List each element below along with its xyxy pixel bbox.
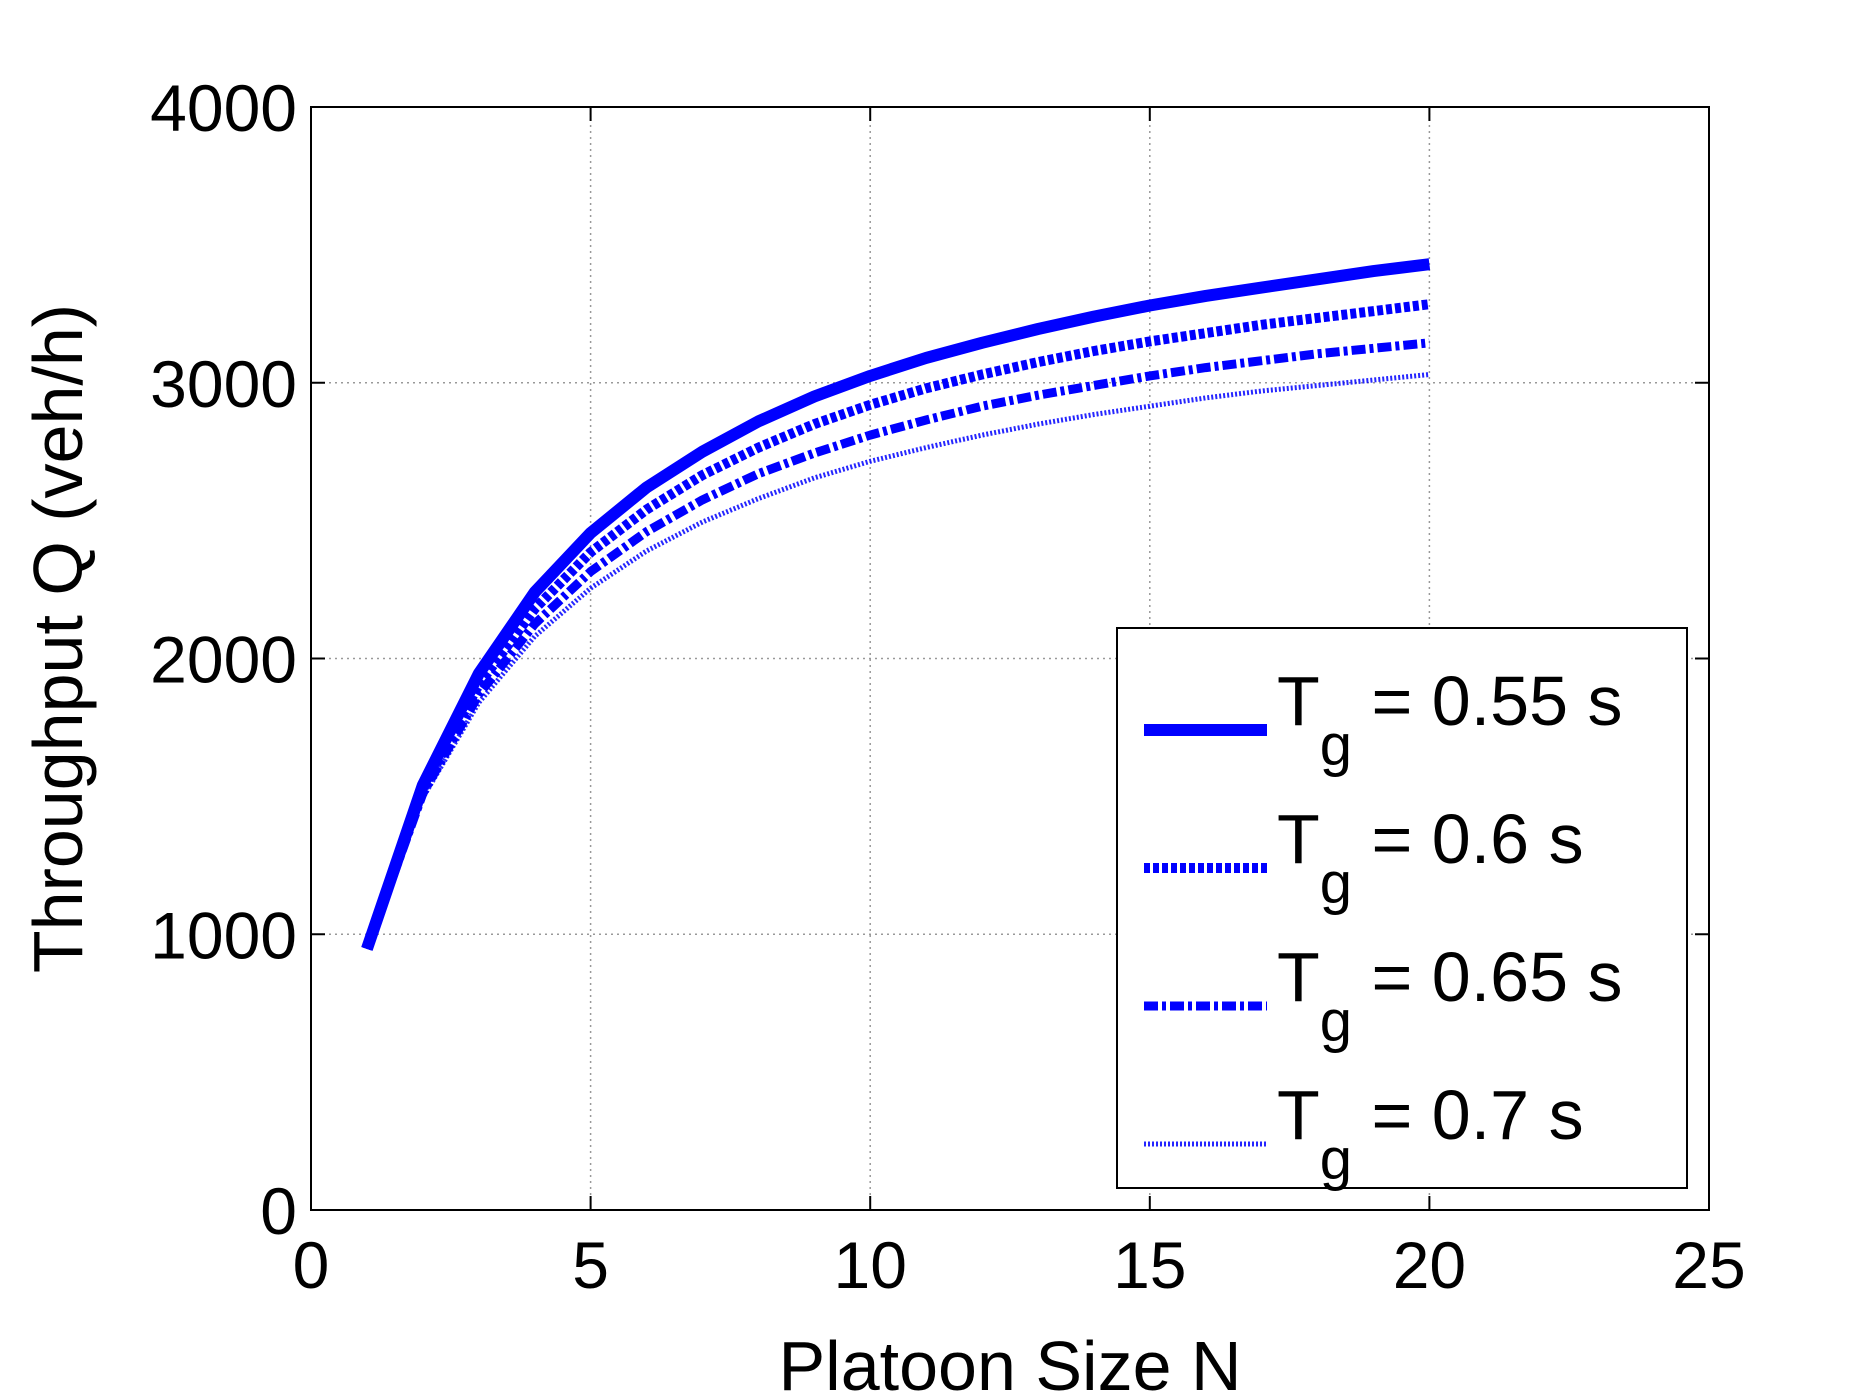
x-tick-label: 20 xyxy=(1393,1228,1466,1302)
series-lines xyxy=(361,258,1431,951)
y-tick-label: 4000 xyxy=(150,71,297,145)
series-line-1 xyxy=(362,299,1431,951)
legend-label-rest: = 0.55 s xyxy=(1352,662,1622,740)
y-tick-label: 1000 xyxy=(150,898,297,972)
legend: Tg = 0.55 sTg = 0.6 sTg = 0.65 sTg = 0.7… xyxy=(1116,627,1688,1192)
legend-label-2: Tg = 0.65 s xyxy=(1277,938,1623,1054)
y-axis: 0 1000 2000 3000 4000 xyxy=(150,71,1709,1248)
legend-label-subscript: g xyxy=(1320,989,1352,1054)
x-axis-title: Platoon Size N xyxy=(778,1327,1241,1400)
series-line-2 xyxy=(362,338,1430,951)
legend-label-rest: = 0.6 s xyxy=(1352,800,1584,878)
x-tick-label: 15 xyxy=(1113,1228,1186,1302)
legend-label-3: Tg = 0.7 s xyxy=(1277,1076,1584,1192)
x-tick-label: 5 xyxy=(572,1228,609,1302)
legend-label-subscript: g xyxy=(1320,1127,1352,1192)
series-line-0 xyxy=(361,258,1431,951)
legend-label-rest: = 0.65 s xyxy=(1352,938,1622,1016)
x-tick-label: 25 xyxy=(1672,1228,1745,1302)
legend-label-1: Tg = 0.6 s xyxy=(1277,800,1584,916)
y-tick-label: 2000 xyxy=(150,623,297,697)
legend-label-main: T xyxy=(1277,1076,1320,1154)
y-tick-label: 0 xyxy=(260,1174,297,1248)
legend-label-main: T xyxy=(1277,800,1320,878)
y-tick-label: 3000 xyxy=(150,347,297,421)
legend-label-subscript: g xyxy=(1320,713,1352,778)
x-tick-label: 10 xyxy=(833,1228,906,1302)
legend-label-subscript: g xyxy=(1320,851,1352,916)
legend-label-rest: = 0.7 s xyxy=(1352,1076,1584,1154)
x-axis: 0 5 10 15 20 25 xyxy=(293,107,1746,1302)
series-line-3 xyxy=(364,372,1430,950)
legend-label-main: T xyxy=(1277,662,1320,740)
legend-label-0: Tg = 0.55 s xyxy=(1277,662,1623,778)
x-tick-label: 0 xyxy=(293,1228,330,1302)
legend-label-main: T xyxy=(1277,938,1320,1016)
legend-box xyxy=(1116,627,1688,1189)
y-axis-title: Throughput Q (veh/h) xyxy=(19,304,97,973)
